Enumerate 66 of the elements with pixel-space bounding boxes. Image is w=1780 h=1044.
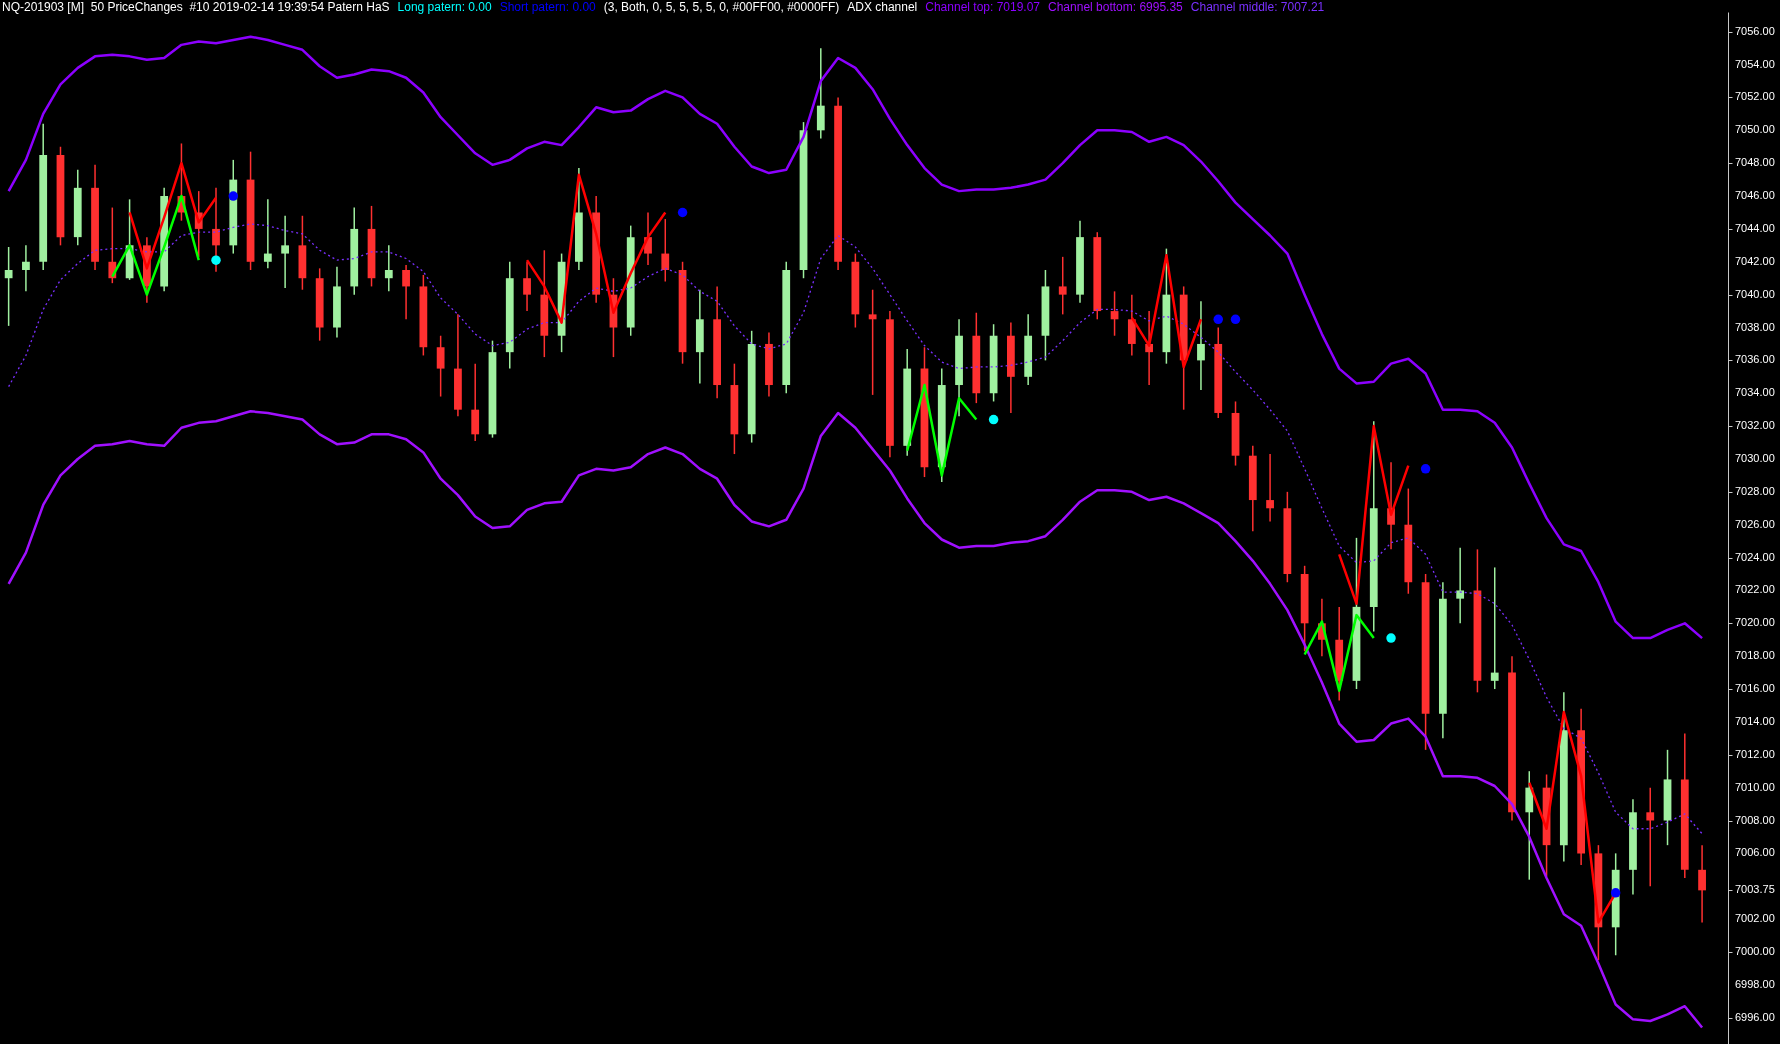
y-tick-label: 7018.00 — [1735, 649, 1775, 662]
y-tick-label: 6996.00 — [1735, 1010, 1775, 1023]
candlestick — [263, 198, 272, 270]
y-tick-label: 7024.00 — [1735, 550, 1775, 563]
y-tick-label: 7036.00 — [1735, 353, 1775, 366]
point — [211, 255, 221, 265]
point — [1420, 464, 1431, 474]
y-tick-label: 7022.00 — [1735, 583, 1775, 596]
y-tick-label: 7038.00 — [1735, 320, 1775, 333]
text: Channel top: 7019.07 — [925, 0, 1041, 15]
candlestick — [1058, 256, 1067, 316]
y-tick-label: 6998.00 — [1735, 977, 1775, 990]
y-tick-label: 7003.75 — [1735, 883, 1775, 896]
line-series — [7, 410, 1704, 1029]
y-tick-label: 7012.00 — [1735, 747, 1775, 760]
y-tick-label: 7026.00 — [1735, 517, 1775, 530]
y-tick-label: 7046.00 — [1735, 189, 1775, 202]
y-tick-label: 7034.00 — [1735, 386, 1775, 399]
y-tick-label: 7044.00 — [1735, 221, 1775, 234]
y-tick-label: 7040.00 — [1735, 287, 1775, 300]
candlestick — [868, 288, 877, 396]
candlestick — [212, 187, 220, 273]
candlestick — [384, 244, 393, 293]
line-series — [7, 35, 1704, 640]
y-tick-label: 7002.00 — [1735, 912, 1775, 925]
y-tick-label: 7050.00 — [1735, 123, 1775, 136]
candlestick — [4, 246, 13, 327]
annotation: ADX channel — [847, 0, 918, 15]
y-tick-label: 7014.00 — [1735, 714, 1775, 727]
y-tick-label: 7006.00 — [1735, 846, 1775, 859]
candlestick — [402, 264, 410, 321]
y-tick-label: 7030.00 — [1735, 451, 1775, 464]
candlestick — [1266, 453, 1274, 523]
text: Short patern: 0.00 — [499, 0, 596, 15]
y-tick-label: 7054.00 — [1735, 57, 1775, 70]
y-tick-label: 7032.00 — [1735, 419, 1775, 432]
y-tick-label: 7000.00 — [1735, 944, 1775, 957]
point — [1386, 633, 1396, 643]
point — [988, 414, 999, 425]
chart-title: NQ-201903 [M] 50 PriceChanges #10 2019-02-14 19:39:54 Patern HaS — [2, 0, 390, 15]
candlestick — [1490, 566, 1499, 690]
y-tick-label: 7020.00 — [1735, 616, 1775, 629]
point — [1610, 888, 1621, 898]
annotation: (3, Both, 0, 5, 5, 5, 5, 0, #00FF00, #0000FF) — [603, 0, 840, 15]
text: Channel bottom: 6995.35 — [1048, 0, 1183, 15]
point — [228, 191, 239, 201]
y-tick-label: 7048.00 — [1735, 156, 1775, 169]
text: Long patern: 0.00 — [397, 0, 492, 15]
text: Channel middle: 7007.21 — [1190, 0, 1325, 15]
y-tick-label: 7056.00 — [1735, 24, 1775, 37]
y-tick-label: 7052.00 — [1735, 90, 1775, 103]
point — [677, 207, 688, 218]
line-series — [7, 223, 1703, 835]
point — [1230, 314, 1241, 325]
point — [1213, 314, 1223, 325]
y-tick-label: 7028.00 — [1735, 484, 1775, 497]
y-tick-label: 7042.00 — [1735, 254, 1775, 267]
candlestick — [1456, 546, 1465, 625]
y-tick-label: 7008.00 — [1735, 813, 1775, 826]
candlestick — [1698, 844, 1706, 924]
y-tick-label: 7010.00 — [1735, 780, 1775, 793]
candlestick — [1646, 786, 1655, 887]
y-tick-label: 7016.00 — [1735, 682, 1775, 695]
candlestick — [22, 244, 30, 293]
candlestick — [436, 334, 445, 398]
candlestick — [281, 215, 290, 289]
